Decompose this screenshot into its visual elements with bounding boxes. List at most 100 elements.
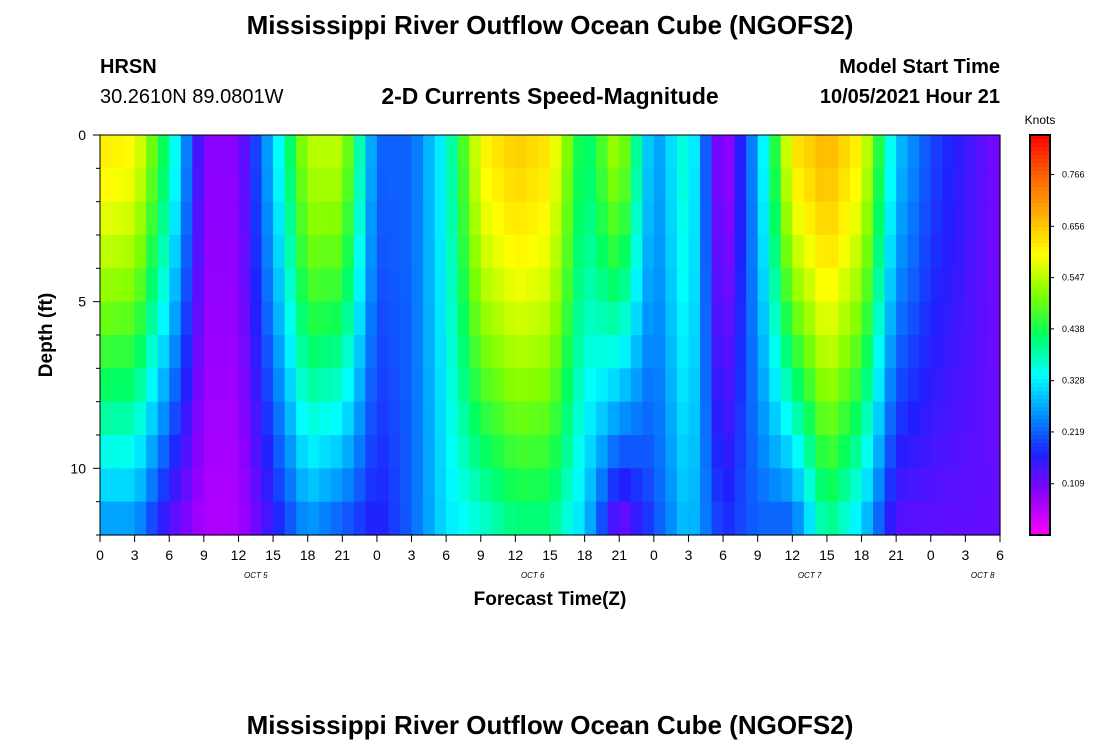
heatmap-cell: [146, 435, 159, 469]
heatmap-cell: [180, 168, 193, 203]
heatmap-cell: [434, 335, 447, 369]
heatmap-cell: [192, 501, 205, 536]
heatmap-cell: [919, 401, 932, 436]
heatmap-cell: [503, 401, 516, 436]
colorbar-segment: [1030, 175, 1050, 180]
heatmap-cell: [769, 501, 782, 536]
heatmap-cell: [665, 401, 678, 436]
heatmap-cell: [123, 268, 136, 303]
heatmap-cell: [480, 435, 493, 469]
heatmap-cell: [850, 301, 863, 336]
heatmap-cell: [515, 468, 528, 503]
heatmap-cell: [100, 335, 113, 369]
heatmap-cell: [550, 368, 563, 403]
heatmap-cell: [365, 135, 378, 169]
heatmap-cell: [480, 401, 493, 436]
heatmap-cell: [365, 301, 378, 336]
heatmap-cell: [642, 235, 655, 269]
heatmap-cell: [284, 301, 297, 336]
heatmap-cell: [653, 235, 666, 269]
heatmap-cell: [226, 235, 240, 269]
heatmap-cell: [353, 435, 366, 469]
heatmap-cell: [273, 368, 286, 403]
colorbar-segment: [1030, 395, 1050, 400]
heatmap-cell: [157, 501, 170, 536]
heatmap-cell: [803, 401, 816, 436]
heatmap-cell: [100, 168, 113, 203]
heatmap-cell: [423, 168, 436, 203]
heatmap-cell: [723, 201, 736, 236]
heatmap-cell: [480, 501, 493, 536]
heatmap-cell: [850, 335, 863, 369]
heatmap-cell: [192, 435, 205, 469]
heatmap-cell: [134, 335, 147, 369]
heatmap-cell: [930, 268, 943, 303]
heatmap-cell: [607, 268, 620, 303]
heatmap-cell: [792, 401, 805, 436]
heatmap-cell: [273, 501, 286, 536]
heatmap-cell: [330, 301, 343, 336]
heatmap-cell: [330, 268, 343, 303]
heatmap-cell: [261, 435, 274, 469]
heatmap-cell: [653, 201, 666, 236]
heatmap-cell: [746, 335, 759, 369]
colorbar-segment: [1030, 267, 1050, 272]
heatmap-cell: [665, 201, 678, 236]
heatmap-cell: [573, 401, 586, 436]
colorbar-tick-label: 0.328: [1062, 376, 1085, 386]
heatmap-cell: [780, 235, 793, 269]
heatmap-cell: [665, 301, 678, 336]
heatmap-chart: 0 3 6 9 12 15 18 21 0 3 6 9 12 15 18 21 0 3 6 9 12 15 18 21 0 3 6O…: [36, 113, 1085, 610]
colorbar-segment: [1030, 263, 1050, 268]
heatmap-cell: [400, 135, 413, 169]
heatmap-cell: [884, 268, 897, 303]
heatmap-cell: [815, 435, 828, 469]
colorbar-segment: [1030, 239, 1050, 244]
heatmap-cell: [965, 235, 978, 269]
heatmap-cell: [296, 268, 309, 303]
heatmap-cell: [250, 268, 263, 303]
heatmap-cell: [457, 368, 470, 403]
heatmap-cell: [157, 201, 170, 236]
heatmap-cell: [503, 468, 516, 503]
heatmap-cell: [561, 201, 574, 236]
heatmap-cell: [642, 368, 655, 403]
heatmap-cell: [700, 368, 713, 403]
heatmap-cell: [907, 468, 920, 503]
heatmap-cell: [342, 401, 355, 436]
colorbar-segment: [1030, 143, 1050, 148]
heatmap-cell: [815, 368, 828, 403]
heatmap-cell: [942, 268, 955, 303]
heatmap-cell: [446, 201, 459, 236]
heatmap-cell: [676, 168, 690, 203]
colorbar-segment: [1030, 475, 1050, 480]
colorbar-tick-label: 0.109: [1062, 479, 1085, 489]
heatmap-cell: [411, 501, 424, 536]
heatmap-cell: [284, 168, 297, 203]
heatmap-cell: [538, 135, 551, 169]
heatmap-cell: [365, 501, 378, 536]
heatmap-cell: [884, 368, 897, 403]
heatmap-cell: [700, 268, 713, 303]
heatmap-cell: [653, 501, 666, 536]
heatmap-cell: [596, 201, 609, 236]
heatmap-cell: [226, 135, 240, 169]
heatmap-cell: [619, 401, 632, 436]
heatmap-cell: [988, 468, 1001, 503]
heatmap-cell: [976, 468, 990, 503]
heatmap-cell: [757, 235, 770, 269]
colorbar-segment: [1030, 355, 1050, 360]
colorbar-tick-label: 0.438: [1062, 324, 1085, 334]
heatmap-cell: [503, 335, 516, 369]
heatmap-cell: [423, 468, 436, 503]
heatmap-cell: [400, 468, 413, 503]
heatmap-cell: [953, 501, 966, 536]
heatmap-cell: [296, 368, 309, 403]
heatmap-cell: [215, 168, 228, 203]
colorbar-segment: [1030, 487, 1050, 492]
colorbar-segment: [1030, 483, 1050, 488]
heatmap-cell: [573, 501, 586, 536]
heatmap-cell: [746, 368, 759, 403]
heatmap-cell: [861, 468, 874, 503]
heatmap-cell: [965, 335, 978, 369]
